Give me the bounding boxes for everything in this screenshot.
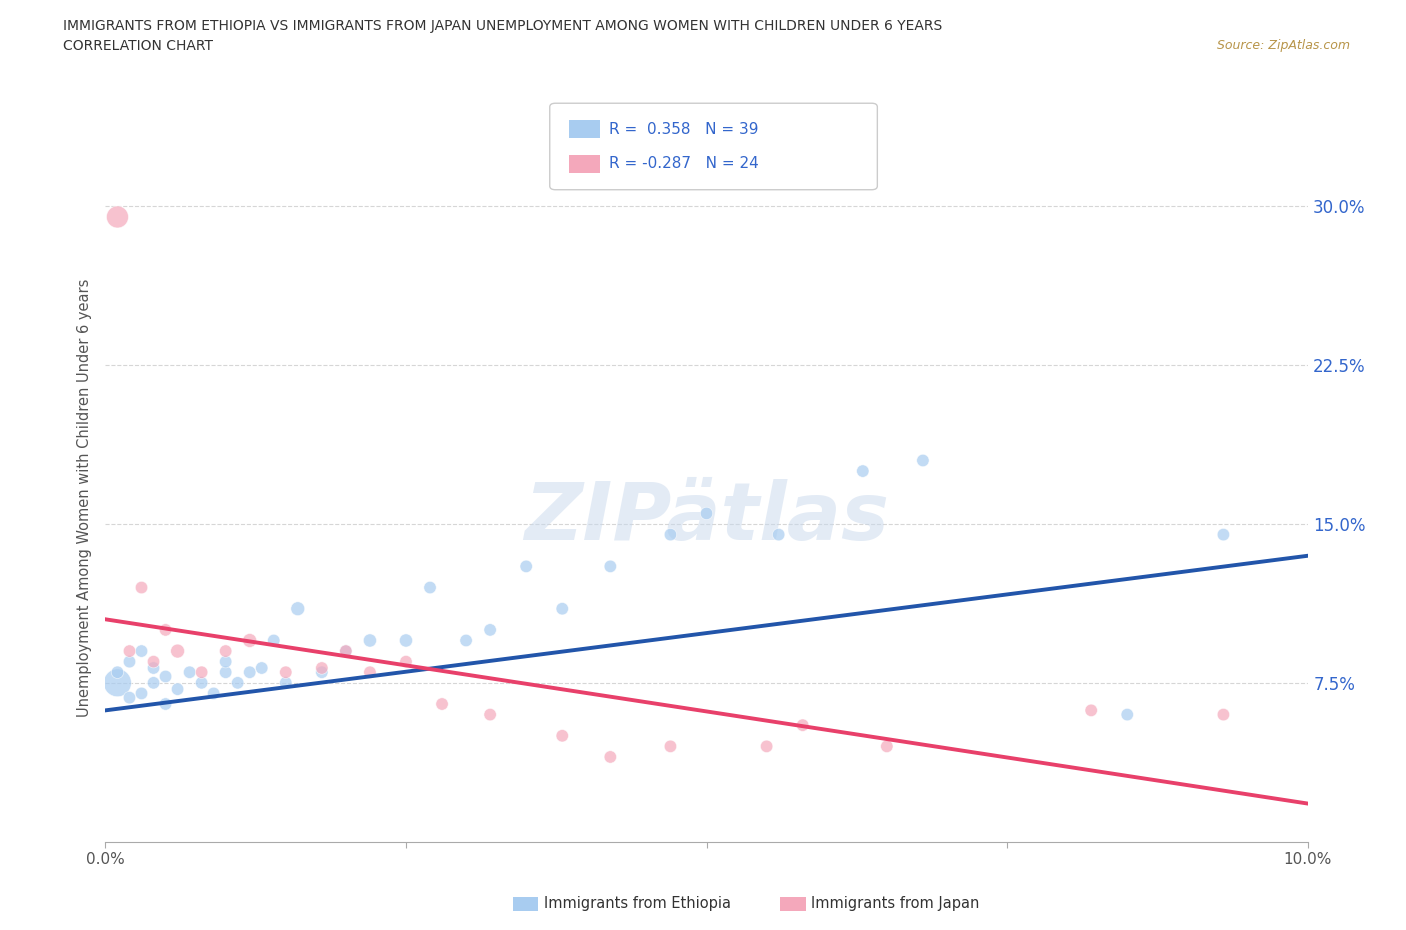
Point — [359, 633, 381, 648]
Point — [454, 633, 477, 648]
Point — [239, 633, 262, 648]
Point — [419, 580, 441, 595]
Point — [214, 665, 236, 680]
Point — [1212, 707, 1234, 722]
Point — [155, 669, 177, 684]
Point — [250, 660, 273, 675]
Point — [311, 660, 333, 675]
Point — [599, 559, 621, 574]
Point — [768, 527, 790, 542]
Point — [755, 739, 778, 754]
Text: Source: ZipAtlas.com: Source: ZipAtlas.com — [1216, 39, 1350, 52]
Point — [131, 686, 153, 701]
Point — [551, 602, 574, 617]
Point — [1212, 527, 1234, 542]
Text: R =  0.358   N = 39: R = 0.358 N = 39 — [609, 122, 758, 137]
Point — [239, 665, 262, 680]
Point — [202, 686, 225, 701]
Point — [214, 654, 236, 669]
Point — [287, 602, 309, 617]
Text: Immigrants from Ethiopia: Immigrants from Ethiopia — [544, 897, 731, 911]
Point — [118, 690, 141, 705]
Point — [155, 622, 177, 637]
Text: R = -0.287   N = 24: R = -0.287 N = 24 — [609, 156, 759, 171]
Point — [142, 660, 165, 675]
Text: ZIPätlas: ZIPätlas — [524, 479, 889, 557]
Point — [107, 209, 129, 224]
Point — [107, 665, 129, 680]
Point — [335, 644, 357, 658]
Point — [659, 527, 682, 542]
Point — [214, 644, 236, 658]
Text: Immigrants from Japan: Immigrants from Japan — [811, 897, 980, 911]
Point — [274, 675, 297, 690]
Point — [142, 654, 165, 669]
Text: IMMIGRANTS FROM ETHIOPIA VS IMMIGRANTS FROM JAPAN UNEMPLOYMENT AMONG WOMEN WITH : IMMIGRANTS FROM ETHIOPIA VS IMMIGRANTS F… — [63, 19, 942, 33]
Point — [1080, 703, 1102, 718]
Point — [118, 644, 141, 658]
Point — [118, 654, 141, 669]
Point — [659, 739, 682, 754]
Point — [131, 644, 153, 658]
Point — [274, 665, 297, 680]
Point — [551, 728, 574, 743]
Point — [852, 464, 875, 479]
Point — [311, 665, 333, 680]
Point — [515, 559, 537, 574]
Point — [911, 453, 934, 468]
Point — [190, 675, 212, 690]
Point — [479, 622, 502, 637]
Point — [131, 580, 153, 595]
Point — [395, 633, 418, 648]
Point — [166, 682, 188, 697]
Point — [430, 697, 453, 711]
Point — [599, 750, 621, 764]
Point — [263, 633, 285, 648]
Point — [179, 665, 201, 680]
Point — [142, 675, 165, 690]
Point — [395, 654, 418, 669]
Point — [1116, 707, 1139, 722]
Point — [190, 665, 212, 680]
Point — [479, 707, 502, 722]
Point — [792, 718, 814, 733]
Point — [696, 506, 718, 521]
Y-axis label: Unemployment Among Women with Children Under 6 years: Unemployment Among Women with Children U… — [77, 278, 93, 717]
Point — [107, 675, 129, 690]
Point — [876, 739, 898, 754]
Point — [155, 697, 177, 711]
Point — [226, 675, 249, 690]
Point — [335, 644, 357, 658]
Point — [359, 665, 381, 680]
Point — [166, 644, 188, 658]
Text: CORRELATION CHART: CORRELATION CHART — [63, 39, 214, 53]
